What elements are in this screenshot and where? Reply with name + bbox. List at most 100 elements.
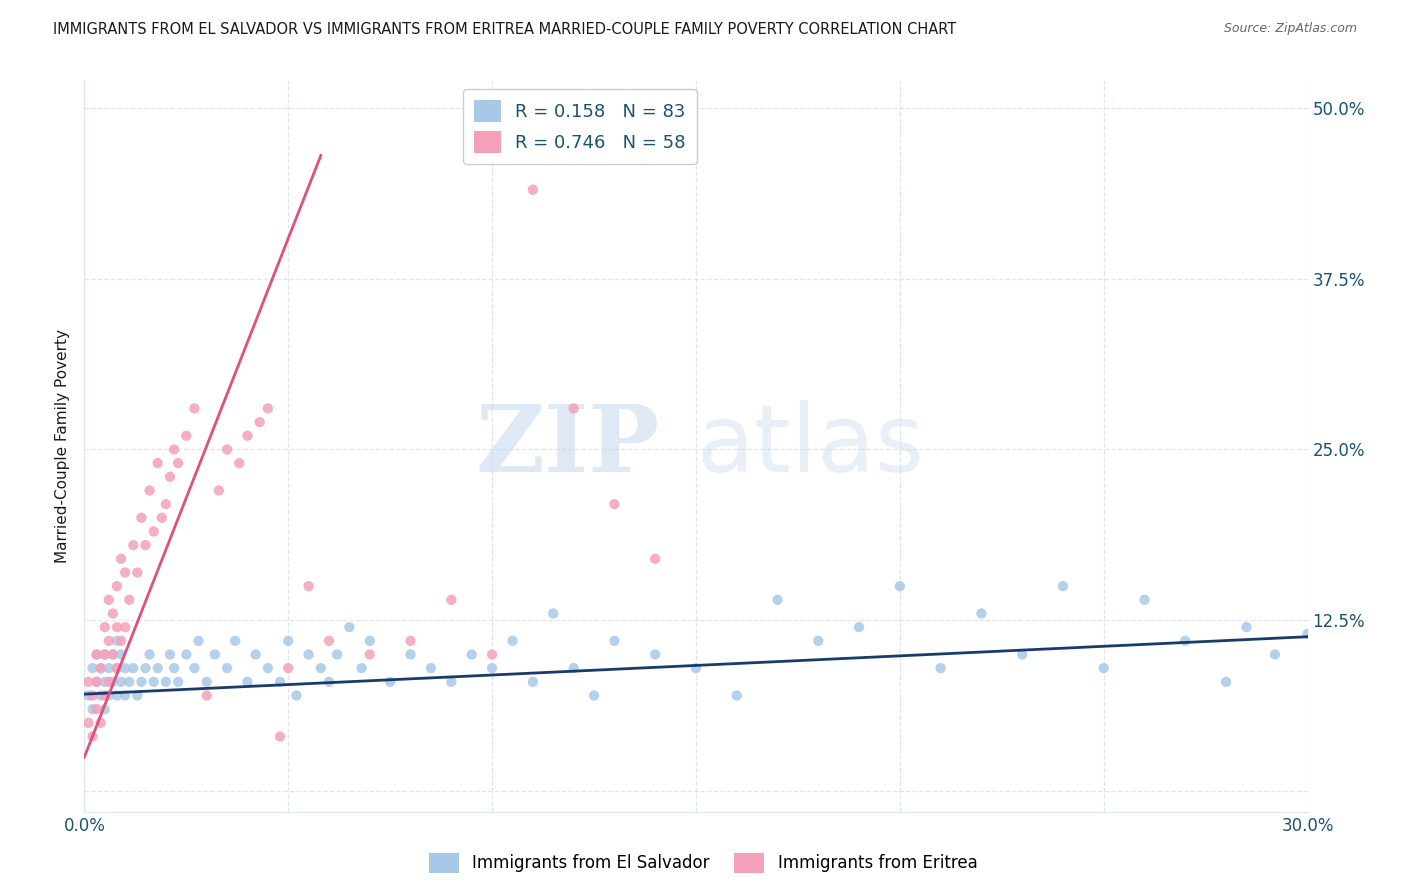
Point <box>101 648 124 662</box>
Point <box>204 648 226 662</box>
Legend: Immigrants from El Salvador, Immigrants from Eritrea: Immigrants from El Salvador, Immigrants … <box>422 847 984 880</box>
Point <box>105 689 128 703</box>
Point <box>848 620 870 634</box>
Point <box>1236 620 1258 634</box>
Point <box>97 674 120 689</box>
Point <box>167 674 190 689</box>
Point <box>167 456 190 470</box>
Point <box>187 633 209 648</box>
Point <box>93 620 115 634</box>
Point <box>461 648 484 662</box>
Point <box>420 661 443 675</box>
Point <box>114 566 136 580</box>
Point <box>93 702 115 716</box>
Y-axis label: Married-Couple Family Poverty: Married-Couple Family Poverty <box>55 329 70 563</box>
Point <box>146 661 169 675</box>
Point <box>298 579 321 593</box>
Point <box>889 579 911 593</box>
Point <box>522 183 544 197</box>
Point <box>277 633 299 648</box>
Point <box>522 674 544 689</box>
Point <box>174 429 197 443</box>
Text: Source: ZipAtlas.com: Source: ZipAtlas.com <box>1223 22 1357 36</box>
Point <box>77 715 100 730</box>
Point <box>86 674 108 689</box>
Point <box>155 674 177 689</box>
Point <box>150 510 173 524</box>
Point <box>249 415 271 429</box>
Point <box>1264 648 1286 662</box>
Point <box>502 633 524 648</box>
Point <box>90 689 112 703</box>
Point <box>93 674 115 689</box>
Point <box>110 633 132 648</box>
Point <box>122 538 145 552</box>
Point <box>138 483 160 498</box>
Point <box>110 674 132 689</box>
Point <box>339 620 361 634</box>
Point <box>90 661 112 675</box>
Point <box>257 401 280 416</box>
Point <box>583 689 606 703</box>
Point <box>118 674 141 689</box>
Point <box>269 730 291 744</box>
Point <box>685 661 707 675</box>
Point <box>644 551 666 566</box>
Point <box>77 689 100 703</box>
Point <box>1215 674 1237 689</box>
Point <box>236 674 259 689</box>
Point <box>318 674 340 689</box>
Point <box>399 648 422 662</box>
Point <box>159 469 181 483</box>
Point <box>318 633 340 648</box>
Point <box>399 633 422 648</box>
Point <box>127 689 149 703</box>
Point <box>298 648 321 662</box>
Point <box>359 648 381 662</box>
Point <box>481 648 503 662</box>
Point <box>183 661 205 675</box>
Point <box>155 497 177 511</box>
Text: ZIP: ZIP <box>475 401 659 491</box>
Point <box>929 661 952 675</box>
Point <box>1052 579 1074 593</box>
Point <box>562 661 585 675</box>
Point <box>326 648 349 662</box>
Point <box>1174 633 1197 648</box>
Point <box>224 633 246 648</box>
Point <box>122 661 145 675</box>
Point <box>93 689 115 703</box>
Point <box>195 689 218 703</box>
Point <box>163 661 186 675</box>
Point <box>208 483 231 498</box>
Point <box>217 442 239 457</box>
Point <box>1133 592 1156 607</box>
Point <box>195 674 218 689</box>
Point <box>105 579 128 593</box>
Point <box>93 648 115 662</box>
Point <box>142 674 165 689</box>
Point <box>481 661 503 675</box>
Point <box>131 674 153 689</box>
Point <box>86 674 108 689</box>
Point <box>90 715 112 730</box>
Point <box>82 689 104 703</box>
Text: IMMIGRANTS FROM EL SALVADOR VS IMMIGRANTS FROM ERITREA MARRIED-COUPLE FAMILY POV: IMMIGRANTS FROM EL SALVADOR VS IMMIGRANT… <box>53 22 956 37</box>
Point <box>138 648 160 662</box>
Point <box>105 661 128 675</box>
Point <box>93 648 115 662</box>
Point <box>245 648 267 662</box>
Point <box>82 661 104 675</box>
Point <box>562 401 585 416</box>
Point <box>970 607 993 621</box>
Point <box>105 661 128 675</box>
Point <box>163 442 186 457</box>
Point <box>131 510 153 524</box>
Point <box>543 607 565 621</box>
Point <box>285 689 308 703</box>
Point <box>309 661 332 675</box>
Point <box>440 592 463 607</box>
Point <box>97 689 120 703</box>
Point <box>86 702 108 716</box>
Point <box>146 456 169 470</box>
